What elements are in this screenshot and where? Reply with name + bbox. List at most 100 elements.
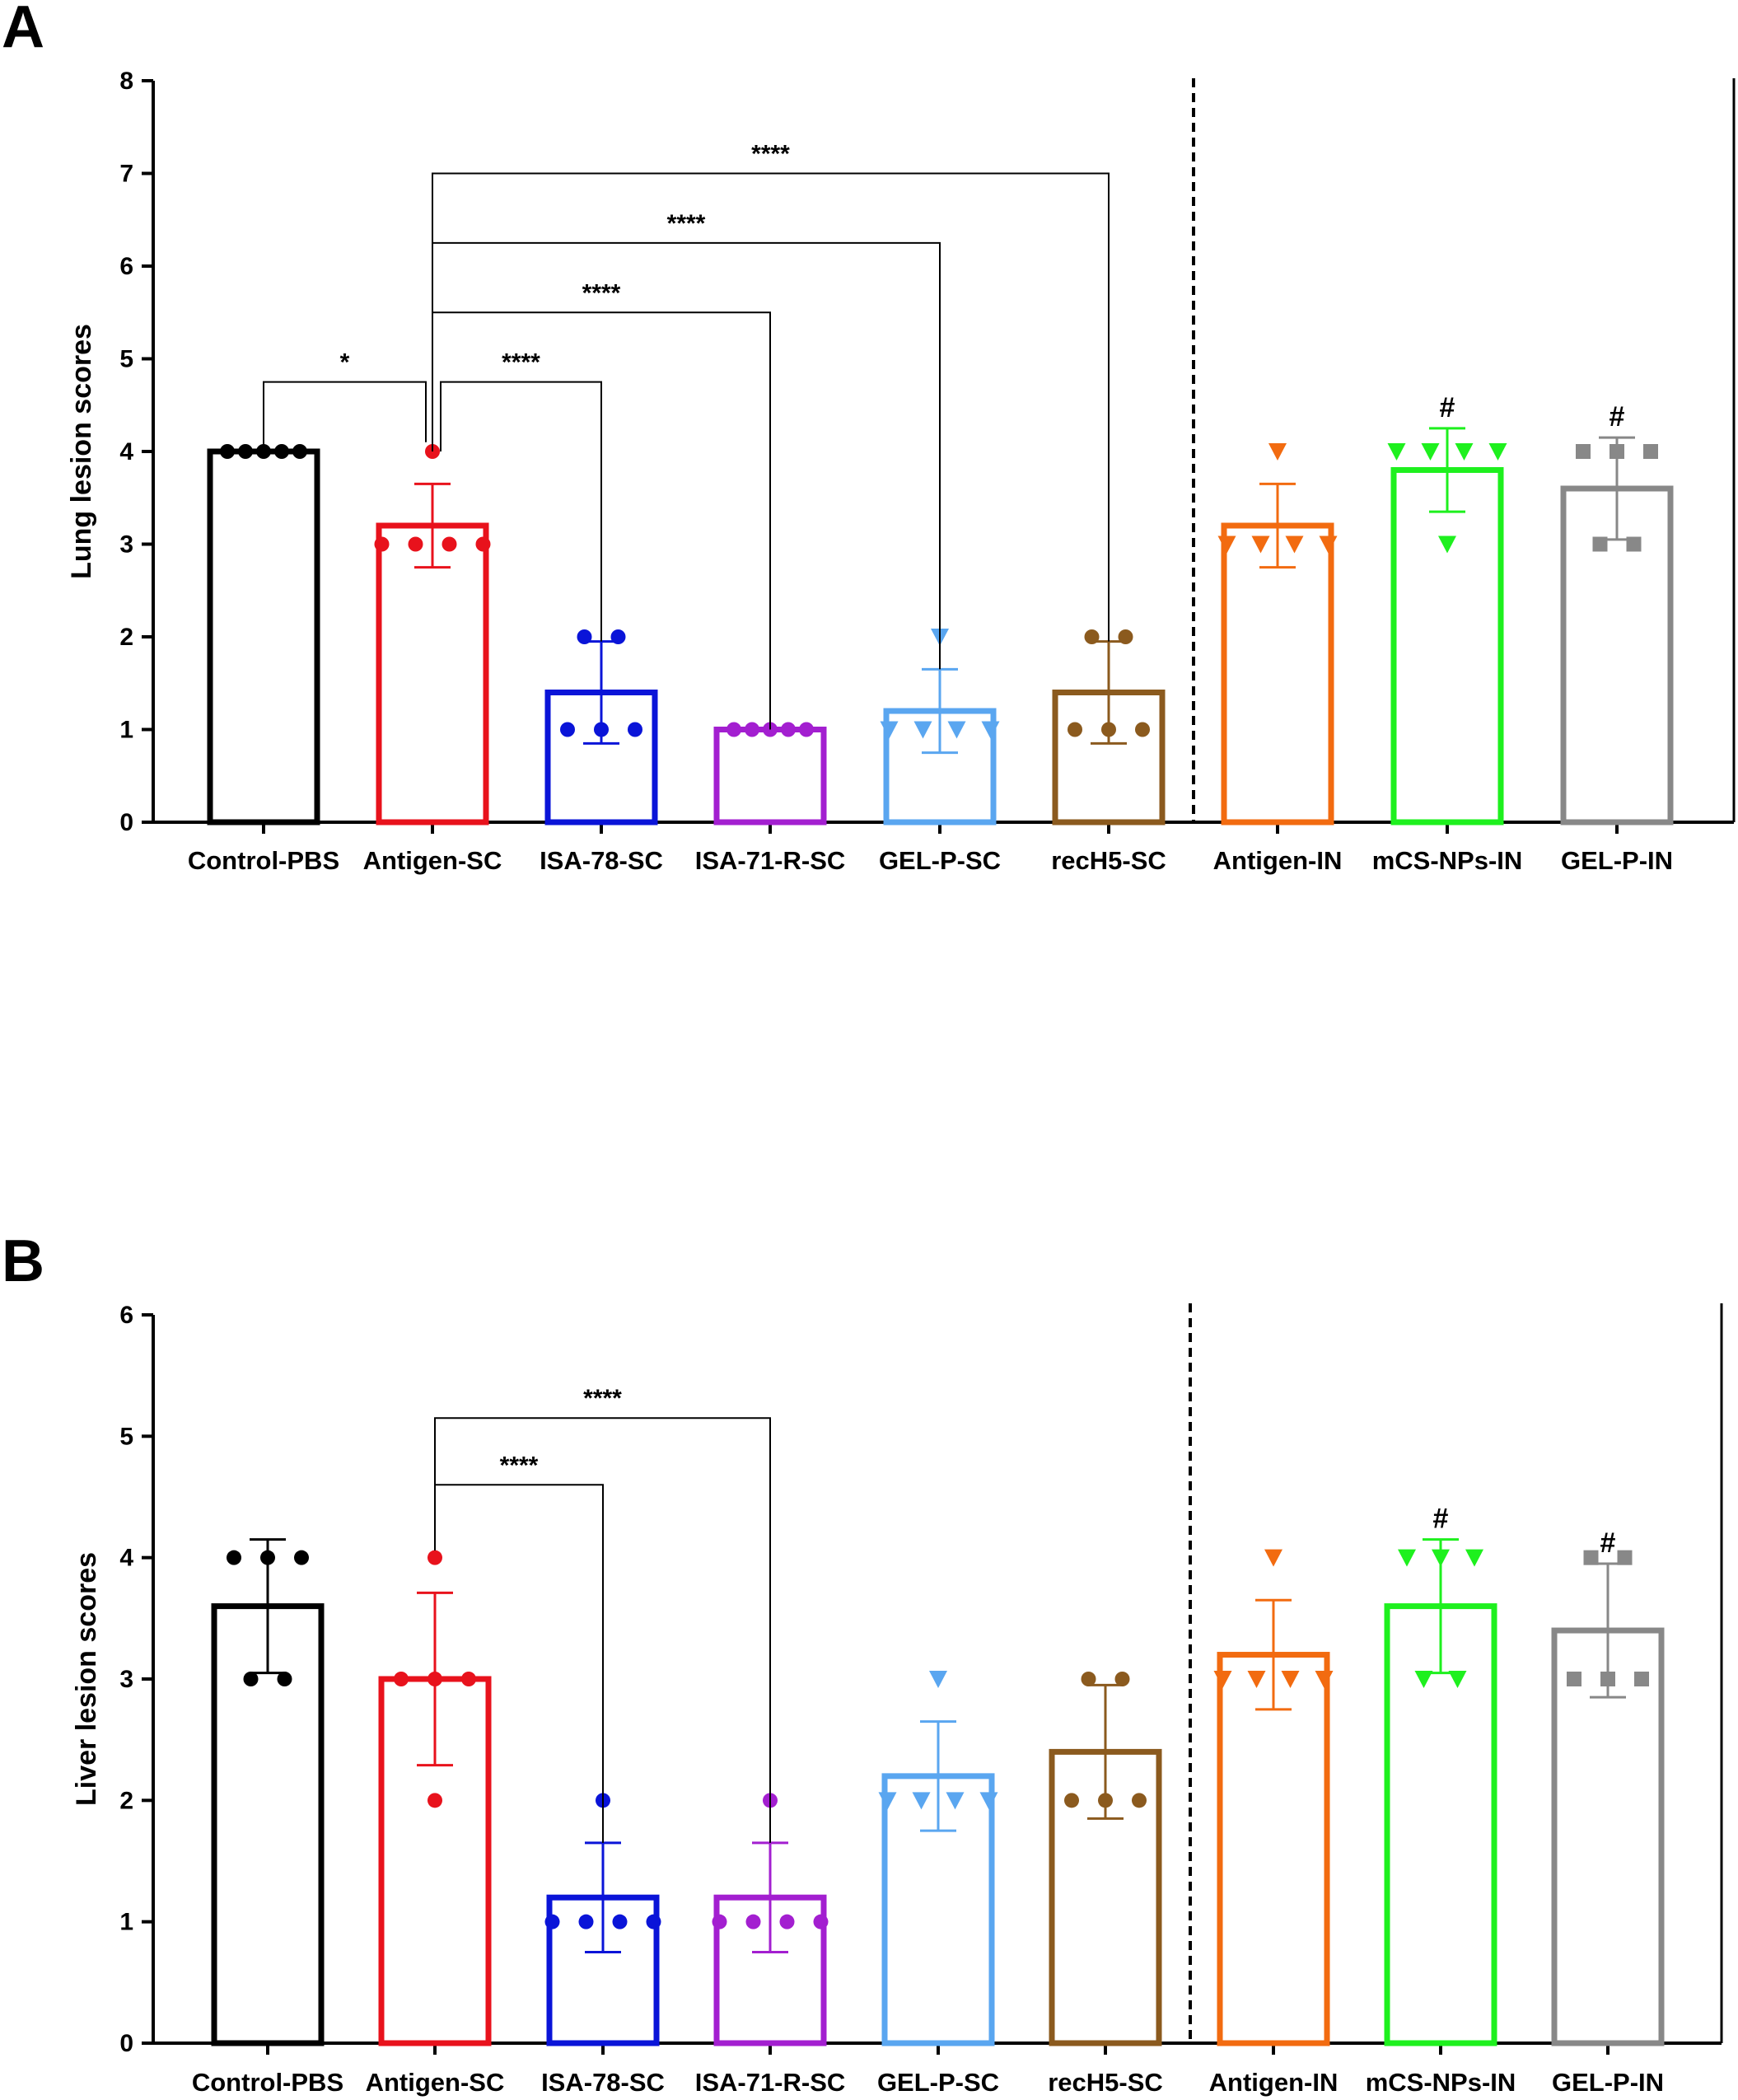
data-point	[1251, 536, 1270, 554]
y-tick-label: 4	[119, 438, 133, 465]
data-point	[1465, 1549, 1483, 1567]
data-point	[612, 1914, 628, 1929]
data-point	[1081, 1672, 1096, 1686]
y-tick-label: 6	[119, 253, 133, 280]
data-point	[947, 721, 966, 739]
data-point	[1064, 1793, 1079, 1808]
data-point	[1281, 1671, 1300, 1688]
data-point	[1438, 536, 1456, 554]
data-point	[292, 444, 307, 459]
data-point	[1114, 1672, 1130, 1686]
significance-label: ****	[500, 1452, 539, 1479]
data-point	[1213, 1671, 1232, 1688]
significance-bracket	[432, 241, 941, 670]
data-point	[1567, 1672, 1581, 1686]
data-point	[1455, 443, 1474, 461]
data-point	[1268, 443, 1287, 461]
hash-mark-label: #	[1610, 401, 1625, 433]
data-point	[1448, 1671, 1467, 1688]
x-tick-label: GEL-P-IN	[1552, 2068, 1664, 2097]
significance-label: *	[340, 349, 350, 377]
data-point	[1247, 1671, 1266, 1688]
x-tick-label: GEL-P-SC	[877, 2068, 999, 2097]
y-tick-label: 3	[119, 1666, 133, 1693]
y-tick-label: 1	[119, 1909, 133, 1936]
x-tick-label: Antigen-SC	[366, 2068, 505, 2097]
data-point	[1118, 629, 1133, 644]
data-point	[1643, 444, 1658, 459]
data-point	[274, 444, 289, 459]
y-tick-label: 2	[119, 624, 133, 651]
y-tick-label: 2	[119, 1787, 133, 1814]
x-tick-label: GEL-P-SC	[879, 846, 1001, 875]
x-tick-label: Control-PBS	[192, 2068, 343, 2097]
y-tick-label: 0	[119, 809, 133, 836]
significance-label: ****	[751, 141, 790, 168]
data-point	[408, 536, 423, 552]
data-point	[1576, 444, 1591, 459]
data-point	[260, 1550, 275, 1565]
significance-bracket	[440, 381, 602, 642]
significance-label: ****	[502, 349, 540, 377]
data-point	[1135, 722, 1150, 737]
chart-panel-a: 0 1 2 3 4 5 6 7 8 Lung lesion scores Control-PBS An…	[66, 68, 1736, 875]
data-point	[913, 721, 932, 739]
hash-mark-label: #	[1440, 392, 1455, 423]
data-point	[1315, 1671, 1334, 1688]
data-point	[799, 722, 814, 737]
data-point	[1068, 722, 1082, 737]
data-point	[427, 1672, 442, 1686]
data-point	[427, 1550, 442, 1565]
data-point	[294, 1550, 309, 1565]
data-point	[878, 1792, 897, 1810]
data-point	[461, 1672, 476, 1686]
data-point	[427, 1793, 442, 1808]
data-point	[712, 1914, 727, 1929]
data-point	[1600, 1672, 1615, 1686]
x-tick-label: ISA-71-R-SC	[695, 2068, 846, 2097]
bar-isa-71-r-sc	[713, 727, 827, 826]
panel-label-b: B	[2, 1228, 44, 1294]
bar-antigen-in	[1217, 1652, 1330, 2046]
data-point	[243, 1672, 259, 1686]
data-point	[946, 1792, 965, 1810]
y-tick-label: 8	[119, 68, 133, 95]
bar-mcs-nps-in	[1390, 467, 1504, 826]
hash-mark-label: #	[1433, 1504, 1449, 1535]
data-point	[1432, 1549, 1450, 1567]
significance-bracket	[263, 381, 427, 447]
data-point	[1421, 443, 1440, 461]
data-point	[727, 722, 741, 737]
y-axis-label: Liver lesion scores	[71, 1552, 102, 1806]
x-tick-label: ISA-78-SC	[541, 2068, 665, 2097]
data-point	[1592, 536, 1608, 552]
data-point	[544, 1914, 560, 1929]
y-tick-label: 7	[119, 161, 133, 188]
data-point	[781, 722, 796, 737]
data-point	[628, 722, 642, 737]
data-point	[1617, 1550, 1633, 1565]
bar-control-pbs	[207, 448, 320, 826]
data-point	[610, 629, 626, 644]
y-tick-label: 5	[119, 346, 133, 373]
data-point	[394, 1672, 409, 1686]
significance-bracket	[432, 172, 1110, 642]
data-point	[929, 1671, 947, 1688]
significance-bracket	[434, 1417, 771, 1843]
x-tick-label: Control-PBS	[188, 846, 339, 875]
data-point	[880, 721, 899, 739]
y-tick-label: 5	[119, 1423, 133, 1450]
data-point	[912, 1792, 931, 1810]
data-point	[1132, 1793, 1147, 1808]
x-tick-label: Antigen-SC	[363, 846, 502, 875]
data-point	[238, 444, 253, 459]
data-point	[1488, 443, 1507, 461]
data-point	[1398, 1549, 1416, 1567]
significance-bracket	[434, 1484, 604, 1843]
panel-label-a: A	[2, 0, 44, 60]
data-point	[1387, 443, 1406, 461]
significance-label: ****	[582, 279, 621, 306]
y-tick-label: 0	[119, 2030, 133, 2057]
x-tick-label: mCS-NPs-IN	[1366, 2068, 1516, 2097]
